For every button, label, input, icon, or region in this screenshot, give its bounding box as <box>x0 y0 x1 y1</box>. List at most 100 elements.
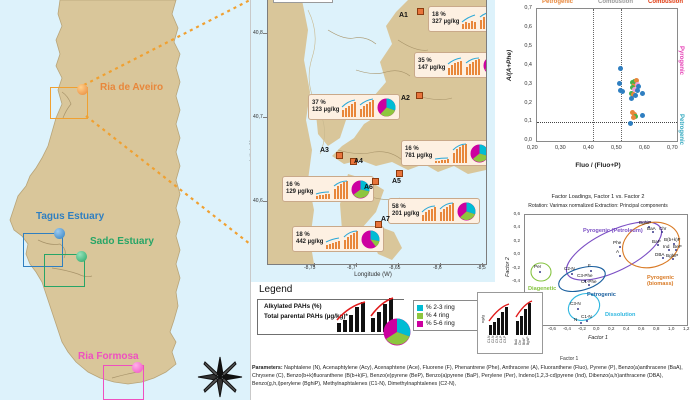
pca-label-C3Phe: C3-Phe <box>577 273 593 278</box>
pca-point <box>662 257 664 259</box>
scatter-ytick-3: 0,3 <box>524 81 532 87</box>
map-label-tagus-estuary: Tagus Estuary <box>36 211 105 222</box>
pca-point <box>580 322 582 324</box>
site-box-sado <box>44 254 85 287</box>
scatter-point <box>635 88 640 93</box>
site-dot-aveiro <box>77 84 88 95</box>
scatter-xtick-0: 0,20 <box>527 145 538 151</box>
mini-bar-chart-A7 <box>326 230 359 249</box>
scatter-toplabel-combustion: Combustion <box>648 0 683 5</box>
callout-pct-A2: 35 % <box>418 57 432 64</box>
pca-ytick-3: -0,4 <box>512 278 520 283</box>
map-label-sado-estuary: Sado Estuary <box>90 236 154 247</box>
pca-xtick-9: 0,8 <box>653 326 660 331</box>
station-mark-A3[interactable] <box>336 152 343 159</box>
legend-panel: Legend Alkylated PAHs (%) Total parental… <box>255 282 543 358</box>
svg-text:C3-N: C3-N <box>495 335 499 343</box>
pca-ytick-4: -0,2 <box>512 265 520 270</box>
callout-total-A2: 147 µg/kg <box>418 65 446 71</box>
pah-ratio-scatter-plot: Petrogenic Combustion Combustion <box>496 0 700 190</box>
scatter-ytick-2: 0,2 <box>524 100 532 106</box>
pca-ytick-8: 0,6 <box>513 211 520 216</box>
pca-xtick-6: 0,2 <box>608 326 615 331</box>
station-callout-A3[interactable]: 37 % 123 µg/kg <box>308 94 401 120</box>
scatter-plot-area <box>536 8 678 142</box>
mini-pie-A2 <box>483 59 486 71</box>
pca-xtick-10: 1,0 <box>668 326 675 331</box>
scatter-point <box>618 66 623 71</box>
parameters-text: Naphtalene (N), Acenaphtylene (Acy), Ace… <box>252 365 683 388</box>
legend-line-alkylated: Alkylated PAHs (%) <box>264 303 322 310</box>
legend-swatch-2-3-ring <box>417 304 423 311</box>
site-dot-formosa <box>132 362 143 373</box>
scatter-point <box>636 84 641 89</box>
aveiro-ytickmark-0 <box>263 33 267 34</box>
station-mark-A4[interactable] <box>350 158 357 165</box>
map-label-ria-de-aveiro: Ria de Aveiro <box>100 82 164 93</box>
callout-total-A4: 129 µg/kg <box>286 189 314 195</box>
station-callout-A4[interactable]: 16 % 129 µg/kg <box>282 176 375 202</box>
legend-ring-key: % 2-3 ring % 4 ring % 5-6 ring <box>413 300 483 331</box>
pca-point <box>539 271 541 273</box>
pca-label-BbkF: B(b+k)F <box>664 237 681 242</box>
pca-point <box>652 231 654 233</box>
legend-key-row-2-3-ring: % 2-3 ring <box>417 304 479 311</box>
legend-key-label-2-3-ring: % 2-3 ring <box>426 304 455 311</box>
pca-point <box>648 226 650 228</box>
station-callout-A2[interactable]: 35 % 147 µg/kg <box>414 52 486 78</box>
scatter-point <box>633 93 638 98</box>
pca-group-ellipses <box>530 221 680 322</box>
legend-swatch-5-6-ring <box>417 320 423 327</box>
legend-inset-bars: ng/g C1-N C2-N C3-N C1-P C3-P BaA <box>480 300 533 345</box>
scatter-point <box>634 78 639 83</box>
pca-axis-note: Factor 1 <box>560 356 579 362</box>
station-mark-A5[interactable] <box>396 170 403 177</box>
pca-label-A: A <box>616 249 620 254</box>
ria-de-aveiro-detail-map: Ria de Aveiro <box>251 0 495 282</box>
station-mark-A6[interactable] <box>372 178 379 185</box>
site-dot-tagus <box>54 228 65 239</box>
legend-line-total: Total parental PAHs (µg/kg)* <box>264 313 348 320</box>
pca-label-N: N <box>574 317 578 322</box>
scatter-hline-010 <box>537 122 677 123</box>
pca-label-BaP: BaP <box>652 239 661 244</box>
svg-text:C2-N: C2-N <box>491 335 495 343</box>
parameters-footnote: Parameters: Naphtalene (N), Acenaphtylen… <box>252 364 698 389</box>
pca-point <box>657 244 659 246</box>
legend-key-row-5-6-ring: % 5-6 ring <box>417 320 479 327</box>
scatter-xtick-2: 0,40 <box>583 145 594 151</box>
station-callout-A1[interactable]: 18 % 327 µg/kg <box>428 6 486 32</box>
station-mark-A2[interactable] <box>416 92 423 99</box>
svg-text:C1-P: C1-P <box>499 336 503 343</box>
station-callout-A6[interactable]: 58 % 201 µg/kg <box>388 198 481 224</box>
aveiro-xtickmark-0 <box>314 263 315 267</box>
aveiro-map-title: Ria de Aveiro <box>273 0 333 3</box>
station-callout-A7[interactable]: 18 % 442 µg/kg <box>292 226 385 252</box>
svg-text:BghiP: BghiP <box>526 336 530 345</box>
pca-point <box>586 320 588 322</box>
pca-point <box>588 284 590 286</box>
callout-pct-A4: 16 % <box>286 181 300 188</box>
scatter-toplabel-combustion-mixed: Combustion <box>598 0 633 5</box>
legend-swatch-4-ring <box>417 312 423 319</box>
pca-point <box>619 246 621 248</box>
aveiro-xtick-4: -8,5 <box>477 265 486 271</box>
aveiro-xaxis-label: Longitude (W) <box>354 272 392 278</box>
site-box-tagus <box>23 233 63 267</box>
aveiro-xtick-3: -8,6 <box>433 265 442 271</box>
station-label-A7: A7 <box>381 216 390 223</box>
callout-pct-A7: 18 % <box>296 231 310 238</box>
pca-label-F: F <box>588 263 591 268</box>
station-label-A6: A6 <box>364 184 373 191</box>
pca-label-BghiP2: BghiP <box>666 253 679 258</box>
station-mark-A7[interactable] <box>375 221 382 228</box>
station-label-A3: A3 <box>320 147 329 154</box>
scatter-point <box>628 121 633 126</box>
station-callout-A5[interactable]: 16 % 781 µg/kg <box>401 140 486 166</box>
pca-label-Chr: Chr <box>659 226 667 231</box>
aveiro-xtick-1: -8,7 <box>347 265 356 271</box>
pca-label-DBA: DBA <box>655 252 665 257</box>
scatter-point <box>640 91 645 96</box>
station-mark-A1[interactable] <box>417 8 424 15</box>
